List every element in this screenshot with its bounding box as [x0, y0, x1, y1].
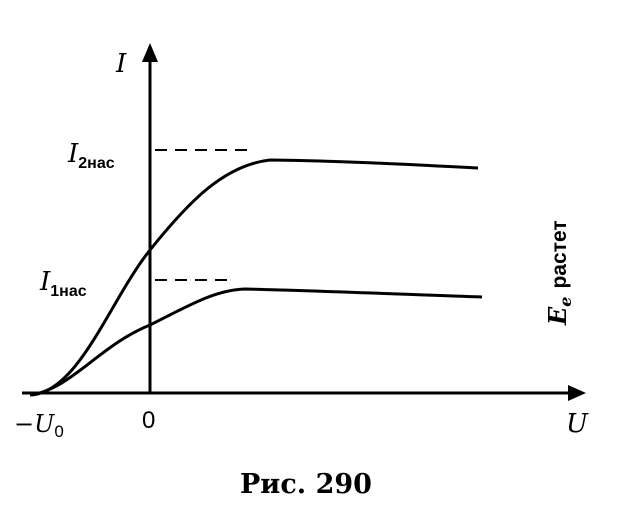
curve-high-intensity [31, 158, 479, 397]
y-axis-label: I [115, 49, 127, 79]
x-axis-arrowhead [568, 385, 586, 401]
x-axis-label: U [566, 409, 589, 439]
origin-label: 0 [142, 407, 155, 434]
figure-caption: Рис. 290 [240, 469, 372, 500]
sat-high-label: I2нас [67, 139, 115, 172]
sat-low-label: I1нас [39, 267, 87, 300]
svg-text:Eeрастет: Eeрастет [543, 220, 575, 326]
neg-u0-label: −U0 [14, 410, 64, 441]
curve-low-intensity [29, 287, 483, 397]
y-axis-arrowhead [142, 43, 158, 62]
intensity-growth-label: Eeрастет [543, 220, 575, 326]
